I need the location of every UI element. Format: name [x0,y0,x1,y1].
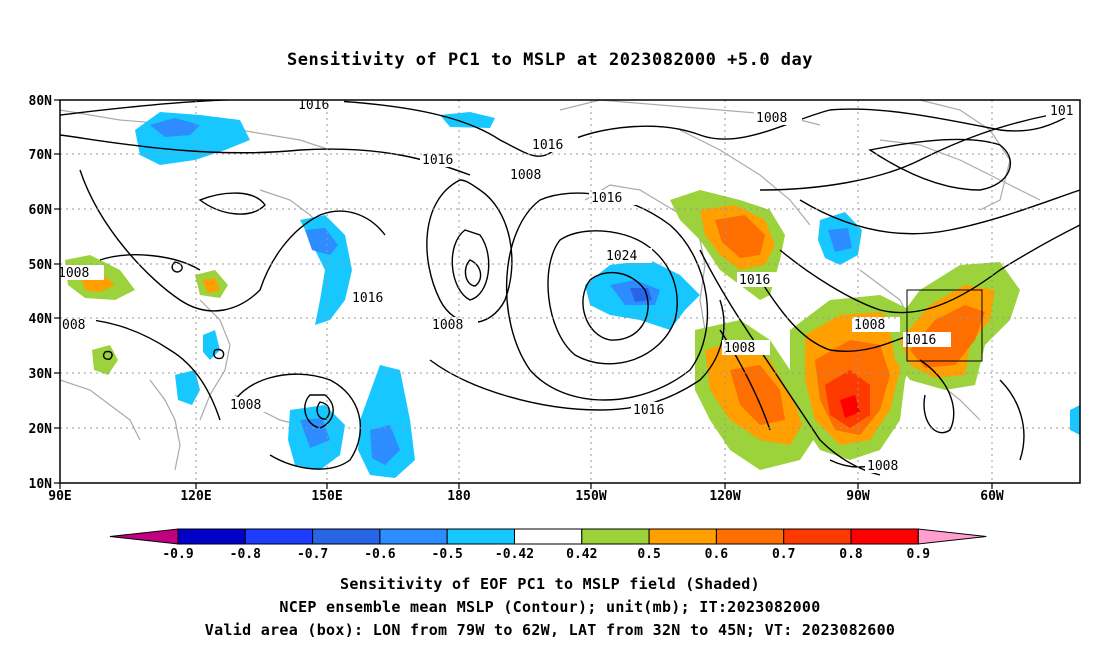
caption-contour: NCEP ensemble mean MSLP (Contour); unit(… [279,598,821,616]
lat-label-80n: 80N [29,94,53,109]
colorbar-right-arrow [917,528,987,545]
shade-midblue-canada [828,228,852,252]
lat-label-10n: 10N [29,477,53,492]
caption-valid-area: Valid area (box): LON from 79W to 62W, L… [204,621,896,639]
contour-label: 1016 [591,191,622,206]
colorbar-tick-label: 0.5 [637,547,660,562]
contour-label: 008 [62,318,85,333]
lat-label-40n: 40N [29,312,53,327]
colorbar-tick-label: 0.42 [566,547,597,562]
colorbar-tick-label: -0.42 [495,547,534,562]
caption-shaded: Sensitivity of EOF PC1 to MSLP field (Sh… [340,575,760,593]
lon-label-90e: 90E [48,489,71,504]
shade-lightblue-east [1070,405,1080,435]
colorbar-segment [177,528,246,545]
contour-label: 1016 [739,273,770,288]
lat-label-30n: 30N [29,367,53,382]
contour-label: 1016 [633,403,664,418]
plot-title: Sensitivity of PC1 to MSLP at 2023082000… [286,50,813,70]
colorbar: -0.9 -0.8 -0.7 -0.6 -0.5 -0.42 0.42 0.5 0.6 0.7 0.… [109,528,987,562]
shade-midblue-wpac2 [370,425,400,465]
shade-midblue-arctic [150,118,200,137]
contour-label: 1016 [532,138,563,153]
contour-label: 1008 [58,266,89,281]
lat-label-50n: 50N [29,258,53,273]
colorbar-segment [244,528,314,545]
shade-lightblue-scs [203,330,220,360]
colorbar-tick-label: -0.7 [297,547,328,562]
lon-label-120w: 120W [709,489,740,504]
shade-darkorange-canada [715,215,765,258]
shade-lightblue-arctic2 [440,112,495,128]
shade-orange-asia2 [202,278,220,293]
colorbar-segment [850,528,919,545]
colorbar-tick-label: 0.7 [772,547,795,562]
contour-label: 1008 [432,318,463,333]
tick-marks [54,99,993,489]
colorbar-tick-label: 0.9 [907,547,930,562]
colorbar-left-arrow [109,528,179,545]
colorbar-segment [312,528,381,545]
colorbar-segment [715,528,785,545]
contour-label: 1016 [905,333,936,348]
shade-lightblue-arctic [135,112,250,165]
gridlines [60,100,1080,483]
colorbar-segment [783,528,852,545]
contour-label: 1008 [510,168,541,183]
shade-lightblue-phil [175,370,200,405]
colorbar-segment [648,528,717,545]
colorbar-segment [379,528,448,545]
shade-blue-pac [630,288,652,302]
contour-label: 101 [1050,104,1073,119]
contour-labels: 1016 1016 1016 1008 1016 1008 101 1024 1… [58,98,1080,474]
lon-label-180: 180 [447,489,471,504]
map-content: 1016 1016 1016 1008 1016 1008 101 1024 1… [58,98,1080,483]
colorbar-tick-label: -0.8 [230,547,261,562]
shaded-negative [135,112,1080,478]
colorbar-segment [446,528,516,545]
contour-label: 1008 [724,341,755,356]
lon-label-60w: 60W [980,489,1004,504]
contour-label: 1008 [230,398,261,413]
contour-label: 1016 [298,98,329,113]
contour-label: 1008 [756,111,787,126]
shade-midblue-kam [305,228,338,255]
lat-label-20n: 20N [29,422,53,437]
lon-label-90w: 90W [846,489,870,504]
shade-red-gulf [840,395,860,418]
colorbar-tick-label: -0.9 [162,547,193,562]
lon-labels: 90E 120E 150E 180 150W 120W 90W 60W [48,489,1004,504]
shade-green-asia3 [92,345,118,375]
contour-label: 1008 [854,318,885,333]
colorbar-tick-label: 0.8 [839,547,863,562]
lat-label-60n: 60N [29,203,53,218]
colorbar-tick-label: -0.6 [364,547,395,562]
colorbar-tick-label: -0.5 [432,547,463,562]
shade-midblue-wpac1 [300,418,330,448]
colorbar-segment [581,528,650,545]
colorbar-tick-label: 0.6 [705,547,729,562]
contour-label: 1008 [867,459,898,474]
contour-label: 1024 [606,249,637,264]
lon-label-150e: 150E [311,489,342,504]
shaded-positive [65,190,1020,470]
contour-label: 1016 [352,291,383,306]
lon-label-120e: 120E [180,489,211,504]
contour-label: 1016 [422,153,453,168]
lon-label-150w: 150W [575,489,606,504]
lat-labels: 80N 70N 60N 50N 40N 30N 20N 10N [29,94,53,492]
lat-label-70n: 70N [29,148,53,163]
colorbar-segment [514,528,583,545]
plot-frame [59,99,1081,484]
valid-area-box [906,289,983,362]
shade-darkorange-mexico [730,365,785,425]
